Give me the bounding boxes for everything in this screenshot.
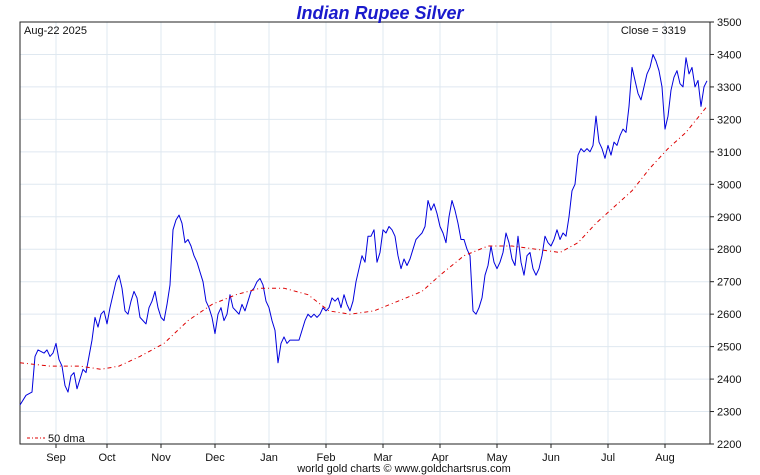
x-tick-label: Oct — [98, 452, 115, 464]
y-tick-label: 3300 — [717, 82, 741, 94]
y-tick-label: 3100 — [717, 147, 741, 159]
y-tick-label: 3400 — [717, 49, 741, 61]
footer-credit: world gold charts © www.goldchartsrus.co… — [296, 463, 511, 475]
y-tick-label: 2800 — [717, 244, 741, 256]
y-tick-label: 2600 — [717, 309, 741, 321]
x-tick-label: May — [487, 452, 508, 464]
x-tick-label: Jun — [542, 452, 560, 464]
series — [19, 54, 708, 406]
x-tick-label: Feb — [317, 452, 336, 464]
y-tick-label: 2900 — [717, 212, 741, 224]
x-tick-label: Sep — [46, 452, 66, 464]
x-tick-label: Jul — [601, 452, 615, 464]
y-tick-label: 2500 — [717, 342, 741, 354]
x-tick-label: Mar — [374, 452, 393, 464]
date-label: Aug-22 2025 — [24, 25, 87, 37]
legend-label: 50 dma — [48, 433, 86, 445]
series-line-price — [19, 54, 708, 406]
y-tick-label: 3500 — [717, 17, 741, 29]
x-tick-label: Dec — [205, 452, 225, 464]
close-label: Close = 3319 — [621, 25, 686, 37]
y-tick-label: 3000 — [717, 179, 741, 191]
x-tick-label: Apr — [431, 452, 448, 464]
y-tick-label: 2300 — [717, 407, 741, 419]
grid — [20, 22, 710, 444]
y-tick-label: 3200 — [717, 114, 741, 126]
y-tick-label: 2200 — [717, 439, 741, 451]
x-tick-label: Jan — [260, 452, 278, 464]
y-tick-label: 2400 — [717, 374, 741, 386]
y-tick-label: 2700 — [717, 277, 741, 289]
plot-frame — [19, 21, 711, 445]
legend: 50 dma — [27, 433, 86, 445]
axes: 2200 2300 2400 2500 2600 2700 2800 2900 3000 3100… — [46, 17, 741, 464]
series-line-50-dma — [19, 106, 708, 370]
chart-title: Indian Rupee Silver — [296, 3, 464, 23]
x-tick-label: Nov — [151, 452, 171, 464]
x-tick-label: Aug — [655, 452, 675, 464]
